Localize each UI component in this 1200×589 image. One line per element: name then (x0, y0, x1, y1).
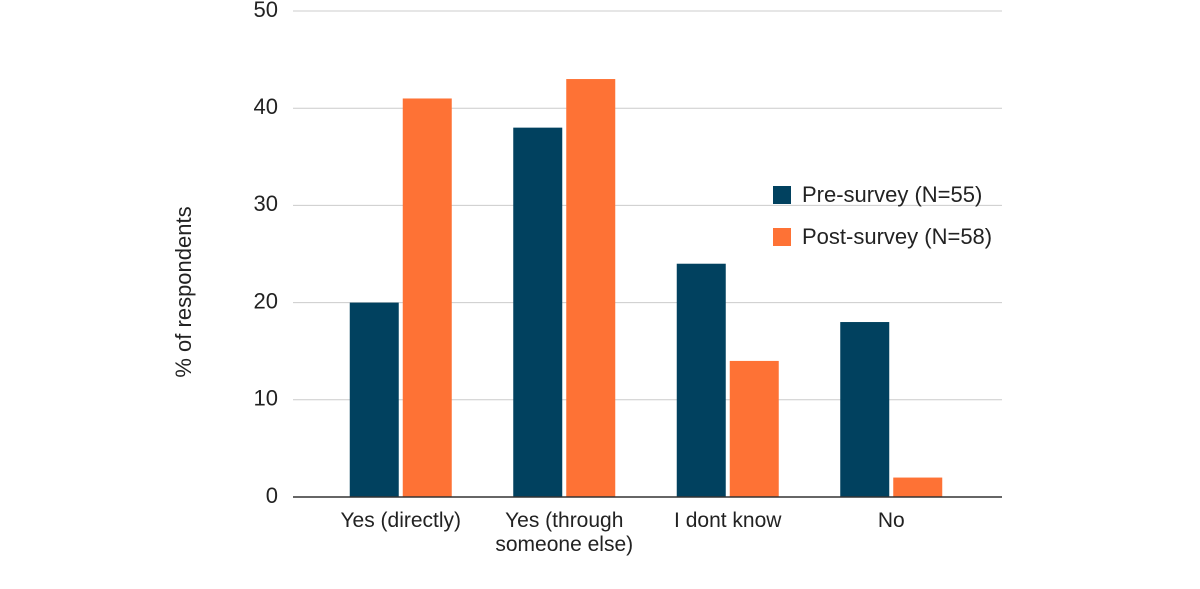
x-tick-label: Yes (through someone else) (495, 509, 634, 556)
y-tick-label: 10 (254, 386, 278, 411)
x-tick-label: No (877, 509, 905, 532)
x-tick-label: I dont know (674, 509, 782, 532)
y-tick-label: 30 (254, 191, 278, 216)
bar (893, 477, 943, 497)
bar (840, 322, 890, 497)
y-axis-title: % of respondents (171, 206, 196, 377)
legend-label: Pre-survey (N=55) (802, 182, 982, 207)
bar (513, 127, 563, 497)
bar (729, 360, 779, 497)
y-tick-label: 20 (254, 288, 278, 313)
legend-label: Post-survey (N=58) (802, 224, 992, 249)
bar (676, 263, 726, 497)
bar (566, 79, 616, 497)
y-tick-label: 0 (266, 483, 278, 508)
bar (349, 302, 399, 497)
legend-swatch (773, 186, 791, 204)
y-tick-label: 50 (254, 0, 278, 22)
bar (402, 98, 452, 497)
y-tick-label: 40 (254, 94, 278, 119)
legend-swatch (773, 228, 791, 246)
x-tick-label: Yes (directly) (340, 509, 462, 532)
